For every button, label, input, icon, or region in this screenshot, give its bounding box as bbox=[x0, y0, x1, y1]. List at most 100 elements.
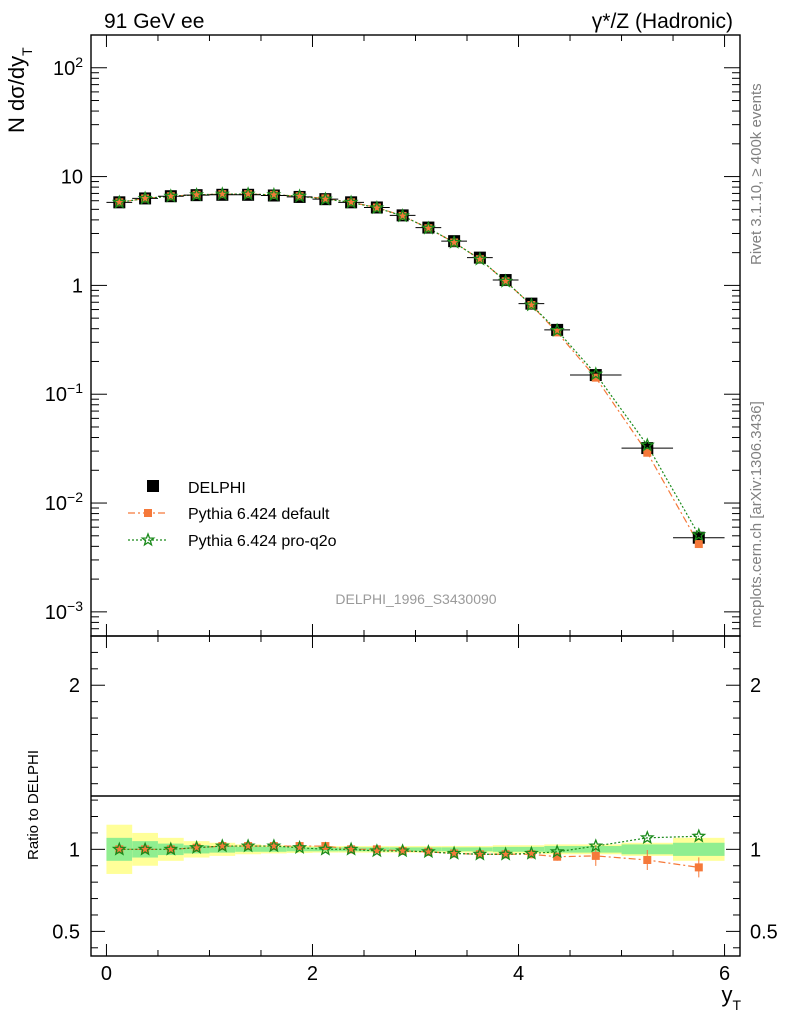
proq2o-point bbox=[639, 437, 655, 452]
default-point bbox=[321, 194, 330, 203]
rivet-version-label: Rivet 3.1.10, ≥ 400k events bbox=[748, 83, 765, 265]
lower-y-axis-label: Ratio to DELPHI bbox=[25, 750, 42, 860]
y-tick-label: 2 bbox=[69, 675, 80, 697]
ratio-point-default bbox=[553, 852, 562, 861]
y-tick-label: 10−1 bbox=[45, 380, 83, 406]
header-right-label: γ*/Z (Hadronic) bbox=[592, 10, 733, 33]
proq2o-point bbox=[369, 200, 385, 215]
upper-y-axis-label: N dσ/dyT bbox=[4, 47, 35, 133]
y-tick-label-right: 2 bbox=[750, 675, 761, 697]
proq2o-point bbox=[523, 297, 539, 312]
header-left-label: 91 GeV ee bbox=[104, 10, 204, 33]
default-point bbox=[115, 198, 124, 207]
proq2o-point bbox=[691, 527, 707, 542]
ratio-point-default bbox=[244, 842, 253, 851]
proq2o-point bbox=[214, 186, 230, 201]
ratio-point-default bbox=[398, 846, 407, 855]
proq2o-point bbox=[549, 322, 565, 337]
legend-label-proq2o: Pythia 6.424 pro-q2o bbox=[188, 533, 337, 550]
default-point bbox=[218, 190, 227, 199]
ratio-point-default bbox=[192, 843, 201, 852]
ratio-point-default bbox=[295, 842, 304, 851]
proq2o-point bbox=[137, 190, 153, 205]
ratio-point-proq2o bbox=[369, 843, 385, 858]
ratio-point-proq2o bbox=[639, 829, 655, 845]
ratio-point-default bbox=[475, 850, 484, 859]
default-point bbox=[244, 190, 253, 199]
y-tick-label: 102 bbox=[53, 54, 83, 80]
ratio-point-proq2o bbox=[343, 841, 359, 856]
default-point bbox=[372, 203, 381, 212]
default-point bbox=[450, 238, 459, 247]
default-point bbox=[141, 194, 150, 203]
lower-marks bbox=[111, 828, 707, 878]
ratio-point-default bbox=[643, 856, 652, 864]
x-tick-label: 2 bbox=[307, 963, 318, 985]
legend: DELPHI Pythia 6.424 default Pythia 6.424… bbox=[128, 480, 337, 550]
y-tick-label: 1 bbox=[72, 275, 83, 297]
ratio-point-proq2o bbox=[498, 846, 514, 861]
proq2o-point bbox=[472, 251, 488, 266]
default-point bbox=[347, 198, 356, 207]
ratio-point-proq2o bbox=[395, 843, 411, 858]
ratio-point-proq2o bbox=[189, 839, 205, 854]
ratio-point-proq2o bbox=[691, 828, 707, 843]
legend-marker-default bbox=[144, 509, 152, 517]
ratio-point-default bbox=[269, 842, 278, 851]
default-point bbox=[269, 190, 278, 199]
band-inner bbox=[621, 844, 674, 855]
x-tick-label: 6 bbox=[719, 963, 730, 985]
proq2o-point bbox=[163, 188, 179, 203]
ratio-point-proq2o bbox=[240, 838, 256, 853]
default-point bbox=[295, 192, 304, 201]
default-point bbox=[398, 211, 407, 220]
default-point bbox=[192, 190, 201, 199]
ratio-point-proq2o bbox=[588, 838, 604, 853]
y-tick-label-right: 0.5 bbox=[750, 921, 778, 943]
ratio-point-proq2o bbox=[292, 839, 308, 854]
ratio-point-default bbox=[218, 842, 227, 851]
upper-marks bbox=[106, 186, 725, 549]
proq2o-point bbox=[317, 191, 333, 206]
ratio-point-proq2o bbox=[446, 845, 462, 860]
upper-axes: 10−3 10−2 10−1 1 10 102 bbox=[45, 34, 740, 637]
proq2o-point bbox=[189, 186, 205, 202]
y-tick-label: 10−3 bbox=[45, 598, 83, 624]
ratio-point-default bbox=[141, 845, 150, 854]
default-point bbox=[424, 224, 433, 233]
y-tick-label: 10 bbox=[61, 167, 83, 189]
ratio-point-default bbox=[501, 850, 510, 859]
ratio-point-default bbox=[694, 863, 703, 872]
proq2o-point bbox=[395, 208, 411, 223]
ratio-point-default bbox=[372, 845, 381, 854]
proq2o-point bbox=[111, 194, 127, 209]
proq2o-point bbox=[266, 186, 282, 202]
analysis-watermark: DELPHI_1996_S3430090 bbox=[335, 591, 496, 607]
ratio-point-default bbox=[166, 845, 175, 854]
default-point bbox=[501, 277, 510, 286]
ratio-point-proq2o bbox=[472, 846, 488, 861]
band-inner bbox=[544, 846, 571, 853]
ratio-point-default bbox=[321, 842, 330, 851]
proq2o-point bbox=[446, 234, 462, 249]
ratio-point-proq2o bbox=[214, 838, 230, 853]
default-point bbox=[694, 540, 703, 549]
default-point bbox=[643, 448, 652, 457]
ratio-point-default bbox=[115, 845, 124, 854]
ratio-point-proq2o bbox=[420, 843, 436, 859]
y-tick-label-right: 1 bbox=[750, 839, 761, 861]
default-point bbox=[527, 301, 536, 310]
proq2o-point bbox=[292, 188, 308, 203]
legend-marker-delphi bbox=[147, 480, 159, 492]
ratio-point-proq2o bbox=[111, 841, 127, 856]
proq2o-point bbox=[343, 194, 359, 209]
default-point bbox=[591, 373, 600, 382]
ratio-point-proq2o bbox=[137, 841, 153, 856]
ratio-point-proq2o bbox=[266, 838, 282, 853]
band-inner bbox=[518, 846, 545, 852]
mcplots-label: mcplots.cern.ch [arXiv:1306.3436] bbox=[748, 401, 765, 628]
x-tick-label: 4 bbox=[513, 963, 524, 985]
ratio-point-proq2o bbox=[549, 843, 565, 859]
